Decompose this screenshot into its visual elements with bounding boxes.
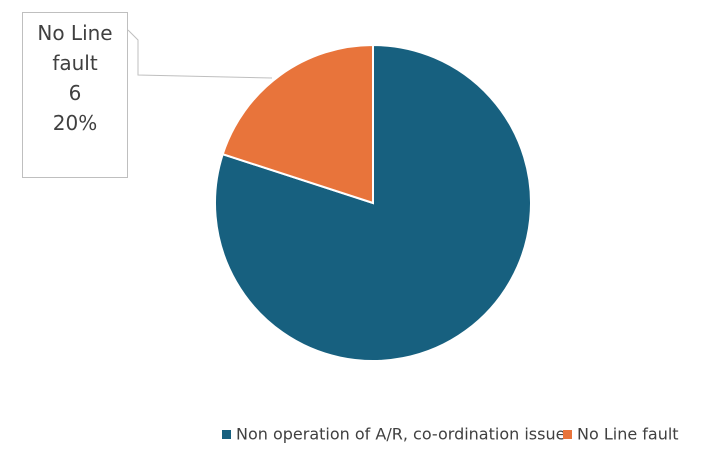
pie-slice bbox=[221, 43, 374, 205]
callout-percent: 20% bbox=[52, 111, 98, 135]
data-callout: No Line fault 6 20% bbox=[22, 12, 128, 178]
callout-category: No Line fault bbox=[37, 21, 113, 75]
leader-line bbox=[127, 29, 273, 79]
pie-slice bbox=[214, 43, 532, 362]
legend-swatch bbox=[222, 430, 231, 439]
callout-value: 6 bbox=[68, 81, 82, 105]
legend-label: Non operation of A/R, co-ordination issu… bbox=[236, 425, 565, 444]
legend-swatch bbox=[563, 430, 572, 439]
legend-label: No Line fault bbox=[577, 425, 679, 444]
